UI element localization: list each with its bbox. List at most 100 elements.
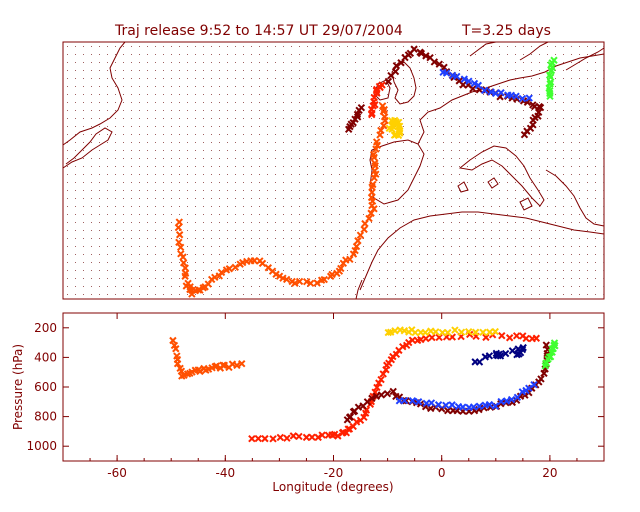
map-trajectory-marks [174,45,558,298]
map-mark [550,56,558,64]
map-mark [367,209,375,217]
map-mark [497,88,505,97]
pressure-mark [442,401,450,409]
map-mark [410,45,418,53]
pressure-mark [507,395,516,404]
pressure-mark [212,362,221,370]
pressure-mark [417,335,425,344]
map-mark [369,180,377,189]
map-mark [320,275,328,284]
pressure-mark [261,434,269,443]
map-mark [491,89,500,98]
map-mark [442,69,451,77]
map-mark [352,242,361,251]
pressure-mark [411,328,419,337]
pressure-mark [400,396,409,405]
map-mark [337,264,345,273]
map-mark [365,214,373,223]
pressure-mark [422,334,430,343]
map-mark [525,94,533,102]
map-mark [460,75,469,83]
map-mark [422,52,430,60]
y-tick-label: 400 [34,350,57,364]
map-mark [377,126,385,135]
pressure-mark [372,392,381,400]
y-tick-label: 200 [34,321,57,335]
pressure-mark [302,433,311,442]
pressure-mark [513,351,521,359]
map-mark [469,85,477,93]
pressure-mark [421,328,429,337]
map-mark [174,223,183,232]
pressure-mark [414,398,423,406]
pressure-mark [491,402,500,410]
coastline-north-africa [359,211,605,291]
pressure-mark [469,403,478,411]
map-mark [371,159,379,167]
pressure-mark [448,401,456,409]
pressure-mark [392,350,401,359]
pressure-mark [377,391,386,399]
pressure-mark [308,433,316,441]
map-mark [295,277,304,286]
map-mark [546,80,554,88]
pressure-mark [496,352,505,360]
coastline-west-africa [355,279,363,300]
x-tick-label: 0 [438,466,446,480]
map-dotted-grid [67,46,604,295]
map-mark [435,60,443,68]
pressure-mark [238,359,246,368]
map-mark [369,150,378,159]
pressure-mark [318,431,326,439]
pressure-mark [373,383,381,392]
pressure-mark [169,336,177,345]
map-mark [518,94,527,103]
map-mark [520,131,529,139]
map-mark [370,93,378,102]
x-tick-label: -60 [107,466,127,480]
pressure-mark [283,434,291,442]
pressure-mark [491,327,499,336]
map-mark [417,49,426,58]
map-mark [175,238,183,247]
map-mark [354,237,362,245]
map-mark [291,279,299,287]
pressure-mark [435,333,443,342]
map-mark [545,71,554,79]
pressure-mark [513,393,522,402]
map-mark [392,61,401,70]
pressure-mark [295,432,303,441]
map-mark [536,103,545,112]
coastline-islands [457,177,533,211]
map-mark [465,77,473,85]
x-tick-label: -20 [324,466,344,480]
map-mark [430,58,439,66]
pressure-mark [368,394,376,403]
map-mark [175,218,183,226]
map-mark [378,81,386,89]
pressure-mark [464,328,473,336]
map-mark [282,275,291,284]
map-mark [179,259,188,267]
map-mark [346,255,354,264]
pressure-mark [459,403,467,411]
pressure-mark [444,328,452,337]
coastline-iberia [369,139,425,205]
pressure-mark [173,360,182,368]
map-mark [353,110,362,119]
pressure-mark [485,400,494,409]
pressure-axes: -60 -40 -20 0 20 200 400 600 800 1000 [26,313,605,480]
pressure-mark [389,387,397,396]
map-mark [176,243,185,252]
x-axis-label: Longitude (degrees) [272,480,393,494]
map-mark [378,102,387,110]
map-coastlines [62,41,605,300]
map-mark [512,92,520,100]
pressure-mark [482,333,490,342]
map-mark [179,253,187,261]
map-mark [303,277,311,286]
pressure-mark [498,331,506,340]
pressure-mark [432,328,440,336]
map-mark [390,131,399,139]
